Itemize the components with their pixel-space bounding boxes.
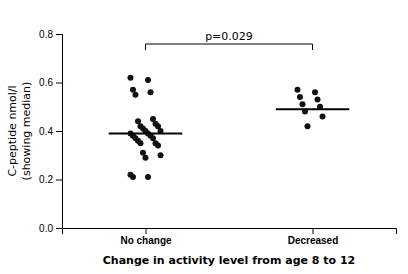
tick-mark <box>56 228 62 229</box>
significance-bracket <box>146 44 313 50</box>
point <box>127 75 133 81</box>
tick-label: 0.8 <box>39 29 53 40</box>
tick-mark <box>56 180 62 181</box>
tick: No change <box>120 228 172 246</box>
point <box>299 101 305 107</box>
point <box>145 174 151 180</box>
tick-mark <box>313 228 314 234</box>
tick: 0.4 <box>39 126 62 137</box>
chart: 0.0 0.2 0.4 0.6 0.8 No change Decreased p=0.029… <box>0 0 408 274</box>
y-axis: 0.0 0.2 0.4 0.6 0.8 <box>39 29 62 234</box>
point <box>137 140 143 146</box>
point <box>132 92 138 98</box>
axis-line <box>56 35 63 229</box>
median-line <box>109 132 182 134</box>
tick-label: 0.6 <box>39 77 53 88</box>
y-axis-title: C-peptide nmol/l(showing median) <box>6 82 33 181</box>
tick-label: 0.4 <box>39 126 53 137</box>
point <box>312 89 318 95</box>
tick-label: 0.0 <box>39 223 53 234</box>
point <box>315 96 321 102</box>
point <box>148 89 154 95</box>
tick-label: No change <box>120 235 172 246</box>
point <box>304 123 310 129</box>
annotation: p=0.029 <box>205 30 253 43</box>
tick-mark <box>56 131 62 132</box>
tick-label: 0.2 <box>39 174 53 185</box>
chart-container: 0.0 0.2 0.4 0.6 0.8 No change Decreased p=0.029… <box>0 0 408 274</box>
tick: 0.2 <box>39 174 62 185</box>
tick-mark <box>56 34 62 35</box>
tick: 0.6 <box>39 77 62 88</box>
point <box>320 113 326 119</box>
point <box>155 143 161 149</box>
x-axis: No change Decreased <box>63 228 397 246</box>
x-axis-title: Change in activity level from age 8 to 1… <box>103 254 355 267</box>
point <box>297 94 303 100</box>
tick: 0.0 <box>39 223 62 234</box>
median-line <box>276 108 349 110</box>
y-axis-title-line: C-peptide nmol/l <box>6 85 19 176</box>
tick-mark <box>146 228 147 234</box>
group <box>294 87 325 129</box>
tick-label: Decreased <box>288 235 339 246</box>
axis-line <box>63 229 397 235</box>
plot: 0.0 0.2 0.4 0.6 0.8 No change Decreased p=0.029 <box>39 29 396 246</box>
point <box>145 77 151 83</box>
tick-mark <box>56 83 62 84</box>
point <box>294 87 300 93</box>
group <box>127 75 163 180</box>
point <box>130 174 136 180</box>
point <box>143 155 149 161</box>
y-axis-title-line: (showing median) <box>20 82 33 181</box>
marks <box>109 75 349 180</box>
tick: 0.8 <box>39 29 62 40</box>
tick: Decreased <box>288 228 339 246</box>
point <box>158 152 164 158</box>
